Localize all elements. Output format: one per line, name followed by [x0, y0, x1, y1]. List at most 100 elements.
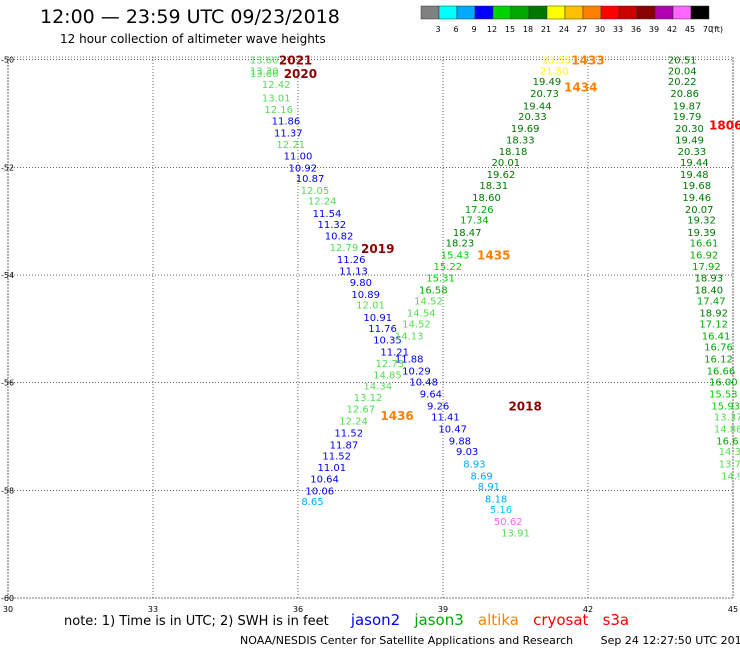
wave-height-label: 10.48: [409, 378, 438, 389]
lon-tick-label: 42: [583, 605, 593, 614]
wave-height-label: 19.44: [523, 101, 552, 112]
wave-height-label: 17.12: [699, 319, 728, 330]
wave-height-label: 13.91: [501, 528, 530, 539]
wave-height-label: 19.49: [533, 77, 562, 88]
wave-height-label: 11.01: [318, 463, 347, 474]
lon-tick-label: 39: [438, 605, 448, 614]
wave-height-label: 9.88: [449, 436, 471, 447]
wave-height-label: 10.35: [373, 336, 402, 347]
wave-height-label: 9.80: [350, 278, 372, 289]
wave-height-label: 12.79: [330, 243, 359, 254]
wave-height-label: 11.54: [313, 209, 342, 220]
wave-height-label: 15.53: [709, 389, 738, 400]
color-scale-label: 9: [471, 25, 476, 34]
wave-height-label: 19.44: [680, 158, 709, 169]
wave-height-label: 19.46: [682, 193, 711, 204]
legend-altika: altika: [477, 611, 519, 629]
wave-height-label: 18.60: [472, 193, 501, 204]
wave-height-label: 11.13: [339, 267, 368, 278]
wave-height-label: 10.87: [296, 174, 325, 185]
wave-height-label: 8.91: [478, 482, 500, 493]
time-marker: 1433: [571, 54, 604, 68]
wave-height-label: 12.42: [262, 80, 291, 91]
wave-height-label: 15.93: [711, 401, 740, 412]
wave-height-label: 20.73: [530, 89, 559, 100]
wave-height-label: 13.12: [354, 393, 383, 404]
wave-height-label: 12.24: [308, 197, 337, 208]
wave-height-label: 12.05: [301, 186, 330, 197]
wave-height-label: 19.69: [511, 124, 540, 135]
wave-height-label: 18.93: [695, 274, 724, 285]
wave-height-label: 12.73: [376, 359, 405, 370]
wave-height-label: 10.92: [289, 163, 318, 174]
wave-height-label: 15.43: [441, 251, 470, 262]
wave-height-label: 17.47: [697, 296, 726, 307]
lat-tick-label: -54: [1, 271, 14, 280]
wave-height-label: 16.41: [702, 331, 731, 342]
wave-height-label: 18.47: [453, 228, 482, 239]
wave-height-label: 13.37: [714, 413, 740, 424]
wave-height-label: 17.92: [692, 262, 721, 273]
time-marker: 1436: [380, 409, 413, 423]
wave-height-label: 20.86: [670, 89, 699, 100]
wave-height-label: 19.87: [673, 101, 702, 112]
wave-height-label: 12.67: [347, 405, 376, 416]
color-scale-label: 30: [595, 25, 605, 34]
wave-height-label: 18.92: [699, 309, 728, 320]
lat-tick-label: -56: [1, 379, 14, 388]
wave-height-label: 14.52: [414, 296, 443, 307]
wave-height-label: 23.55: [542, 56, 571, 67]
wave-height-label: 11.52: [322, 451, 351, 462]
wave-height-label: 18.23: [446, 239, 475, 250]
chart-subtitle: 12 hour collection of altimeter wave hei…: [60, 32, 326, 46]
wave-height-label: 19.68: [682, 181, 711, 192]
wave-height-label: 13.30: [250, 66, 279, 77]
wave-height-label: 14.85: [373, 371, 402, 382]
wave-height-label: 8.69: [471, 471, 493, 482]
footer-timestamp: Sep 24 12:27:50 UTC 2018: [600, 634, 740, 647]
color-scale-label: 21: [541, 25, 551, 34]
wave-height-label: 10.89: [351, 290, 380, 301]
lat-tick-label: -58: [1, 486, 14, 495]
wave-height-label: 16.61: [690, 239, 719, 250]
time-marker: 1434: [564, 81, 597, 95]
color-scale-legend: 3 6 9 12 15 18 21 24 27 30 33 36 39 42 45 70(ft): [420, 5, 723, 34]
wave-height-label: 13.60: [250, 56, 279, 67]
wave-height-label: 11.87: [330, 441, 359, 452]
time-marker: 2019: [361, 242, 394, 256]
wave-height-label: 12.16: [264, 105, 293, 116]
color-scale-unit: (ft): [711, 25, 723, 34]
wave-height-label: 8.93: [463, 459, 485, 470]
wave-height-label: 9.03: [456, 447, 478, 458]
time-marker: 2021: [279, 54, 312, 68]
note-text: note: 1) Time is in UTC; 2) SWH is in fe…: [64, 614, 329, 629]
legend-s3a: s3a: [602, 611, 630, 629]
color-scale-label: 45: [685, 25, 695, 34]
wave-height-label: 11.86: [272, 117, 301, 128]
wave-height-label: 18.18: [499, 147, 528, 158]
wave-height-label: 11.21: [380, 347, 409, 358]
wave-height-label: 10.06: [305, 486, 334, 497]
wave-height-label: 17.34: [460, 216, 489, 227]
wave-height-label: 11.52: [334, 429, 363, 440]
wave-height-label: 12.24: [339, 416, 368, 427]
color-scale-label: 70: [703, 25, 713, 34]
wave-height-label: 8.65: [301, 497, 323, 508]
wave-height-label: 18.40: [695, 286, 724, 297]
wave-height-label: 20.33: [678, 147, 707, 158]
color-scale-label: 33: [613, 25, 623, 34]
series-jason2: 23.5521.5019.4920.7319.4420.3319.6918.33…: [395, 56, 571, 540]
wave-height-label: 14.52: [402, 319, 431, 330]
time-marker: 1806: [709, 118, 740, 132]
legend-cryosat: cryosat: [533, 611, 589, 629]
footer: NOAA/NESDIS Center for Satellite Applica…: [240, 634, 740, 647]
color-scale-label: 18: [523, 25, 533, 34]
wave-height-label: 14.88: [714, 424, 740, 435]
wave-height-label: 14.94: [721, 471, 740, 482]
wave-height-label: 11.26: [337, 255, 366, 266]
wave-height-label: 14.54: [407, 309, 436, 320]
wave-height-label: 10.82: [325, 232, 354, 243]
wave-height-label: 19.39: [687, 228, 716, 239]
lon-tick-label: 30: [3, 605, 13, 614]
wave-height-label: 50.62: [494, 517, 523, 528]
